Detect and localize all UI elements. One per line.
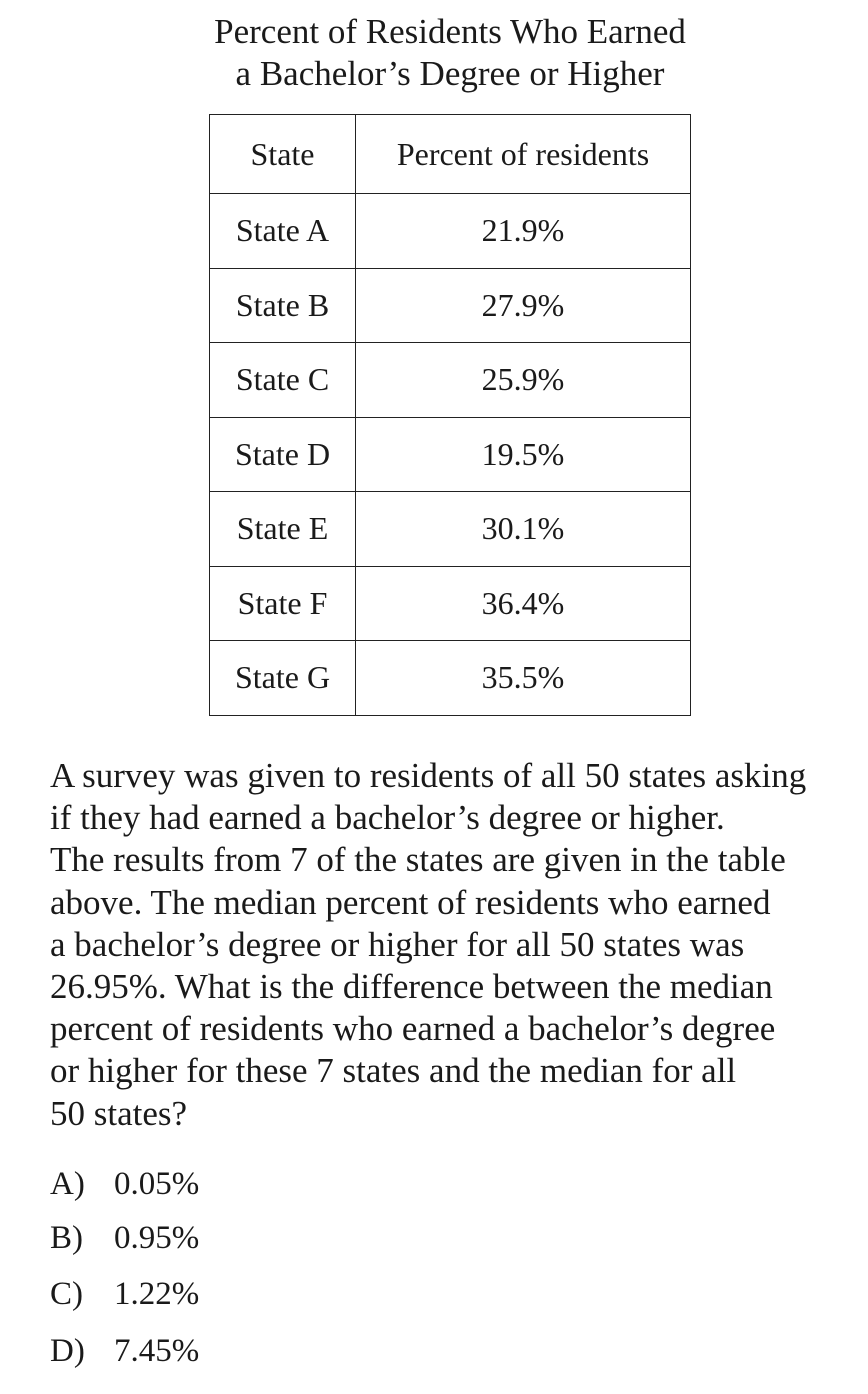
table-title-line-1: Percent of Residents Who Earned [214, 12, 686, 51]
choice-c[interactable]: C) 1.22% [50, 1274, 199, 1314]
table-title-line-2: a Bachelor’s Degree or Higher [235, 54, 665, 93]
percent-cell: 30.1% [355, 491, 691, 567]
state-cell: State G [209, 640, 356, 716]
state-cell: State F [209, 565, 356, 641]
table-row: State G 35.5% [209, 640, 691, 716]
choice-d[interactable]: D) 7.45% [50, 1331, 199, 1371]
choice-letter: B) [50, 1220, 83, 1256]
table-row: State D 19.5% [209, 416, 691, 492]
state-cell: State E [209, 491, 356, 567]
choice-text: 0.05% [114, 1166, 200, 1202]
table-row: State E 30.1% [209, 491, 691, 567]
question-line: if they had earned a bachelor’s degree o… [50, 798, 725, 838]
question-line: 50 states? [50, 1093, 188, 1133]
header-state: State [209, 114, 356, 194]
state-cell: State A [209, 193, 356, 269]
question-line: percent of residents who earned a bachel… [50, 1009, 776, 1049]
question-line: a bachelor’s degree or higher for all 50… [50, 924, 745, 964]
choice-letter: A) [50, 1166, 85, 1202]
table-row: State C 25.9% [209, 342, 691, 418]
percent-cell: 21.9% [355, 193, 691, 269]
header-percent: Percent of residents [355, 114, 691, 194]
table-row: State B 27.9% [209, 267, 691, 343]
choice-letter: D) [50, 1333, 85, 1369]
choice-a[interactable]: A) 0.05% [50, 1164, 199, 1204]
question-line: or higher for these 7 states and the med… [50, 1051, 737, 1091]
table-row: State F 36.4% [209, 565, 691, 641]
question-text: A survey was given to residents of all 5… [50, 755, 850, 1135]
state-cell: State D [209, 416, 356, 492]
choice-letter: C) [50, 1276, 83, 1312]
percent-cell: 35.5% [355, 640, 691, 716]
choice-text: 0.95% [114, 1220, 200, 1256]
question-line: A survey was given to residents of all 5… [50, 756, 807, 795]
question-line: above. The median percent of residents w… [50, 882, 771, 922]
choice-text: 7.45% [114, 1333, 200, 1369]
choice-b[interactable]: B) 0.95% [50, 1218, 199, 1258]
table-header-row: State Percent of residents [209, 114, 691, 194]
state-cell: State B [209, 267, 356, 343]
percent-cell: 27.9% [355, 267, 691, 343]
question-line: The results from 7 of the states are giv… [50, 840, 786, 880]
percent-cell: 25.9% [355, 342, 691, 418]
percent-cell: 19.5% [355, 416, 691, 492]
table-row: State A 21.9% [209, 193, 691, 269]
data-table: State Percent of residents State A 21.9%… [209, 114, 691, 716]
percent-cell: 36.4% [355, 565, 691, 641]
state-cell: State C [209, 342, 356, 418]
question-line: 26.95%. What is the difference between t… [50, 967, 773, 1007]
choice-text: 1.22% [114, 1276, 200, 1312]
